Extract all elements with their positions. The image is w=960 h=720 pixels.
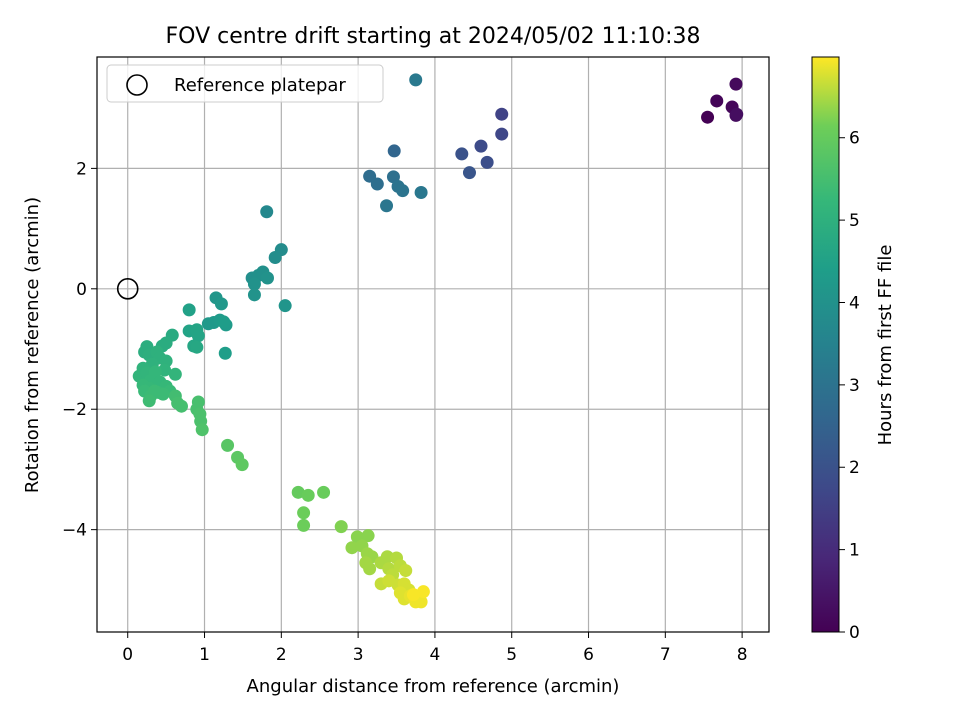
x-tick-label: 8 [737,645,748,665]
data-point [406,588,420,602]
data-point [730,107,744,121]
data-point [455,147,469,161]
y-axis-ticks: −4 −2 0 2 [62,159,97,541]
colorbar-gradient [811,56,840,633]
data-point [370,177,384,191]
data-point [334,520,348,534]
data-point [386,170,400,184]
data-point [317,485,331,499]
x-axis-label: Angular distance from reference (arcmin) [247,676,620,697]
data-point [363,562,377,576]
chart-title: FOV centre drift starting at 2024/05/02 … [166,24,701,49]
x-tick-label: 6 [583,645,594,665]
x-tick-label: 1 [199,645,210,665]
data-point [380,199,394,213]
data-point [214,297,228,311]
x-tick-label: 4 [430,645,441,665]
data-point [182,303,196,317]
data-point [142,394,156,408]
data-point [247,288,261,302]
data-point [218,346,232,360]
data-point [361,529,375,543]
data-point [729,77,743,91]
y-tick-label: −4 [62,521,87,541]
data-point [191,329,205,343]
data-point [221,438,235,452]
data-point [260,205,274,219]
data-point [710,94,724,108]
grid-lines [97,57,769,632]
x-tick-label: 5 [506,645,517,665]
colorbar-ticks: 0 1 2 3 4 5 6 [839,129,860,643]
data-point [480,155,494,169]
x-tick-label: 2 [276,645,287,665]
colorbar-tick-label: 2 [849,458,860,478]
colorbar-tick-label: 3 [849,376,860,396]
data-point [168,367,182,381]
data-points [132,73,744,609]
reference-platepar-marker [116,278,139,300]
data-point [297,518,311,532]
data-point [195,423,209,437]
colorbar-tick-label: 0 [849,623,860,643]
y-tick-label: 2 [76,159,87,179]
x-tick-label: 7 [660,645,671,665]
data-point [462,166,476,180]
colorbar: 0 1 2 3 4 5 6 Hours from first FF file [811,56,896,643]
data-point [396,184,410,198]
data-point [301,488,315,502]
legend-marker-icon [126,74,148,96]
data-point [495,107,509,121]
data-point [387,144,401,158]
data-point [414,185,428,199]
x-tick-label: 3 [353,645,364,665]
data-point [268,250,282,264]
data-point [701,110,715,124]
x-tick-label: 0 [122,645,133,665]
legend-box [106,64,384,103]
y-axis-label: Rotation from reference (arcmin) [22,197,43,493]
data-point [235,458,249,472]
data-point [278,299,292,313]
data-point [174,399,188,413]
x-axis-ticks: 0 1 2 3 4 5 6 7 8 [122,632,748,665]
data-point [495,127,509,141]
data-point [409,73,423,87]
data-point [474,139,488,153]
y-tick-label: 0 [76,280,87,300]
data-point [291,485,305,499]
colorbar-label: Hours from first FF file [875,245,896,446]
data-point [148,384,162,398]
legend-entry-reference-platepar: Reference platepar [174,75,346,96]
y-tick-label: −2 [62,400,87,420]
data-point [416,585,430,599]
data-point [190,340,204,354]
data-point [217,315,231,329]
data-point [247,277,261,291]
colorbar-tick-label: 4 [849,293,860,313]
legend: Reference platepar [106,64,384,103]
data-point [260,271,274,285]
colorbar-tick-label: 6 [849,129,860,149]
colorbar-tick-label: 1 [849,541,860,561]
data-point [399,564,413,578]
data-point [297,506,311,520]
colorbar-tick-label: 5 [849,211,860,231]
plot-frame [96,56,770,633]
data-point [345,541,359,555]
